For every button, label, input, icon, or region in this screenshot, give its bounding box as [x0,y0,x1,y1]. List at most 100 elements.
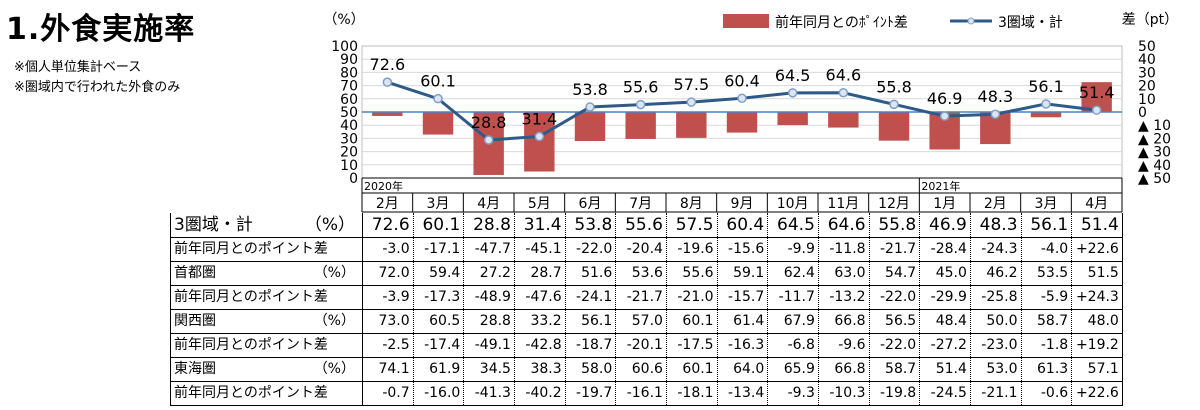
right-tick-label: 30 [1138,65,1156,81]
table-cell: 55.6 [615,213,667,238]
category-label: 10月 [777,196,809,212]
table-cell: -25.8 [970,285,1022,310]
table-cell: 38.3 [514,357,566,382]
table-cell: 66.8 [818,309,870,334]
table-cell: -17.4 [413,333,465,358]
table-cell: -21.7 [869,237,921,262]
bar [372,112,403,116]
bar [676,112,707,138]
category-label: 4月 [477,196,500,212]
table-cell: 51.5 [1071,261,1123,286]
table-cell: -24.5 [919,381,971,406]
data-label: 72.6 [370,55,406,74]
table-cell: 31.4 [514,213,566,238]
left-tick-label: 100 [331,39,358,55]
right-tick-label: ▲ 20 [1138,131,1171,147]
data-label: 53.8 [572,80,608,99]
table-cell: -23.0 [970,333,1022,358]
table-cell: -3.9 [362,285,414,310]
category-label: 9月 [731,196,754,212]
table-cell: 58.7 [869,357,921,382]
data-point [838,87,849,98]
table-cell: -42.8 [514,333,566,358]
table-cell: -16.1 [615,381,667,406]
row-label-text: 前年同月とのポイント差 [174,385,328,401]
data-point [686,97,697,107]
legend-swatch-bar [723,14,769,28]
data-label: 55.8 [876,77,912,96]
table-cell: -22.0 [869,285,921,310]
table-cell: 59.4 [413,261,465,286]
data-point [433,93,443,104]
table-cell: 33.2 [514,309,566,334]
table-cell: -17.5 [666,333,718,358]
data-point [787,88,798,98]
table-cell: 64.0 [717,357,769,382]
table-cell: 60.6 [615,357,667,382]
data-point [382,77,393,87]
note-region: ※圏域内で行われた外食のみ [14,80,181,95]
bar [524,112,555,172]
data-label: 57.5 [674,75,710,94]
bar [1030,112,1062,118]
table-cell: 62.4 [767,261,819,286]
table-cell: 64.6 [818,213,870,238]
right-tick-label: 50 [1138,39,1156,55]
table-cell: -6.8 [767,333,819,358]
row-unit: （%） [313,361,355,377]
category-label: 7月 [629,196,652,212]
table-cell: 57.0 [615,309,667,334]
legend-label-line: 3圏域・計 [998,15,1063,31]
row-label: 3圏域・計 （%） [170,213,363,238]
table-cell: 28.7 [514,261,566,286]
data-point [635,99,646,110]
table-cell: -24.3 [970,237,1022,262]
table-cell: +19.2 [1071,333,1123,358]
row-unit: （%） [313,265,355,281]
row-unit: （%） [304,214,355,235]
bar [574,112,606,142]
table-cell: -24.1 [565,285,617,310]
table-cell: 58.0 [565,357,617,382]
table-cell: 51.4 [1071,213,1123,238]
right-tick-label: ▲ 50 [1138,171,1171,187]
table-cell: -16.3 [717,333,769,358]
data-label: 46.9 [927,89,963,108]
table-cell: -21.0 [666,285,718,310]
table-cell: -28.4 [919,237,971,262]
table-cell: 53.5 [1021,261,1073,286]
legend-label-bar: 前年同月とのﾎﾟｲﾝﾄ差 [775,14,908,31]
table-cell: -48.9 [463,285,515,310]
table-cell: 56.1 [565,309,617,334]
table-cell: 72.6 [362,213,414,238]
data-point [1041,99,1051,109]
table-cell: -10.3 [818,381,870,406]
table-cell: 48.0 [1071,309,1123,334]
page-title: 1.外食実施率 [6,12,196,47]
category-label: 3月 [1035,196,1058,212]
data-point [889,99,899,110]
right-tick-label: 20 [1138,79,1156,95]
table-cell: 60.1 [413,213,465,238]
year-label: 2020年 [364,179,403,193]
table-cell: 64.5 [767,213,819,238]
right-tick-label: 0 [1138,105,1147,121]
table-cell: -3.0 [362,237,414,262]
left-tick-label: 60 [340,92,358,108]
row-label-text: 東海圏 [174,361,216,377]
category-label: 3月 [427,196,450,212]
legend-marker [967,17,975,25]
table-cell: 61.9 [413,357,465,382]
table-cell: 54.7 [869,261,921,286]
table-cell: -17.1 [413,237,465,262]
table-cell: -4.0 [1021,237,1073,262]
table-cell: 58.7 [1021,309,1073,334]
table-cell: -49.1 [463,333,515,358]
category-label: 11月 [827,196,859,212]
table-row: 関西圏 （%） 73.0 60.5 28.8 33.2 56.1 57.0 60.1 61.4 67… [170,309,1123,334]
data-label: 28.8 [471,113,507,132]
table-cell: -15.7 [717,285,769,310]
table-cell: 51.4 [919,357,971,382]
data-label: 55.6 [623,78,659,97]
